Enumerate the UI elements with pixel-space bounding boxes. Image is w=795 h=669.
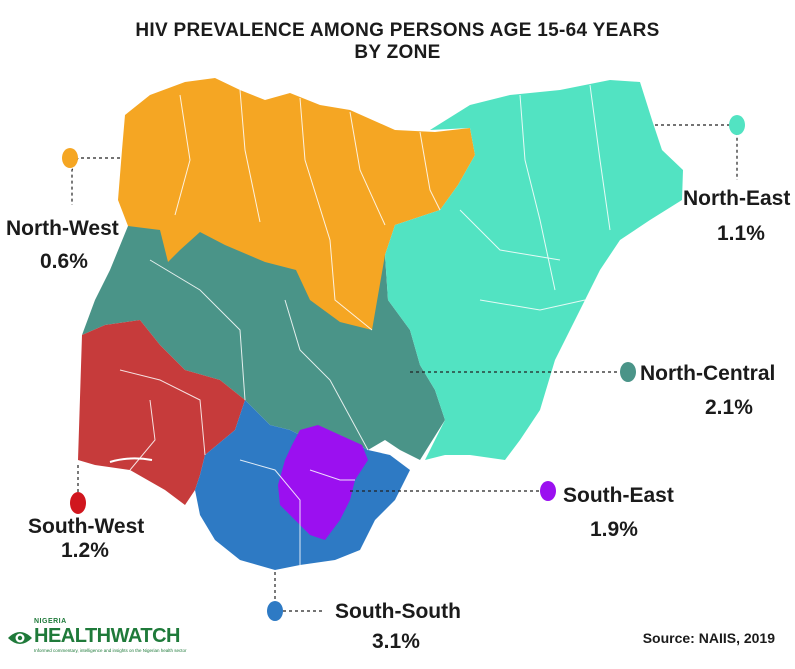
south-south-value: 3.1% — [372, 630, 420, 653]
title-line-2: BY ZONE — [354, 42, 441, 63]
north-east-marker-icon — [729, 115, 745, 135]
south-west-marker-icon — [70, 492, 86, 514]
leader-lines — [71, 124, 738, 612]
north-west-value: 0.6% — [40, 250, 88, 273]
north-central-label: North-Central — [640, 362, 776, 385]
north-central-marker-icon — [620, 362, 636, 382]
state-boundaries — [119, 84, 611, 565]
logo-main-text: HEALTHWATCH — [34, 625, 180, 647]
north-east-value: 1.1% — [717, 222, 765, 245]
south-east-value: 1.9% — [590, 518, 638, 541]
zone-north-west[interactable] — [118, 78, 475, 330]
zone-north-east[interactable] — [385, 80, 683, 460]
south-west-label: South-West — [28, 515, 145, 538]
south-east-label: South-East — [563, 484, 674, 507]
logo-small-text: NIGERIA — [34, 618, 67, 625]
south-south-marker-icon — [267, 601, 283, 621]
title-line-1: HIV PREVALENCE AMONG PERSONS AGE 15-64 Y… — [135, 20, 660, 41]
north-central-value: 2.1% — [705, 396, 753, 419]
source-note: Source: NAIIS, 2019 — [642, 630, 775, 646]
healthwatch-logo — [8, 632, 32, 644]
lagoon — [109, 457, 153, 463]
north-west-label: North-West — [6, 217, 119, 240]
south-west-value: 1.2% — [61, 539, 109, 562]
north-west-marker-icon — [62, 148, 78, 168]
south-east-marker-icon — [540, 481, 556, 501]
south-south-label: South-South — [335, 600, 461, 623]
logo-tagline: Informed commentary, intelligence and in… — [34, 648, 187, 653]
north-east-label: North-East — [683, 187, 791, 210]
